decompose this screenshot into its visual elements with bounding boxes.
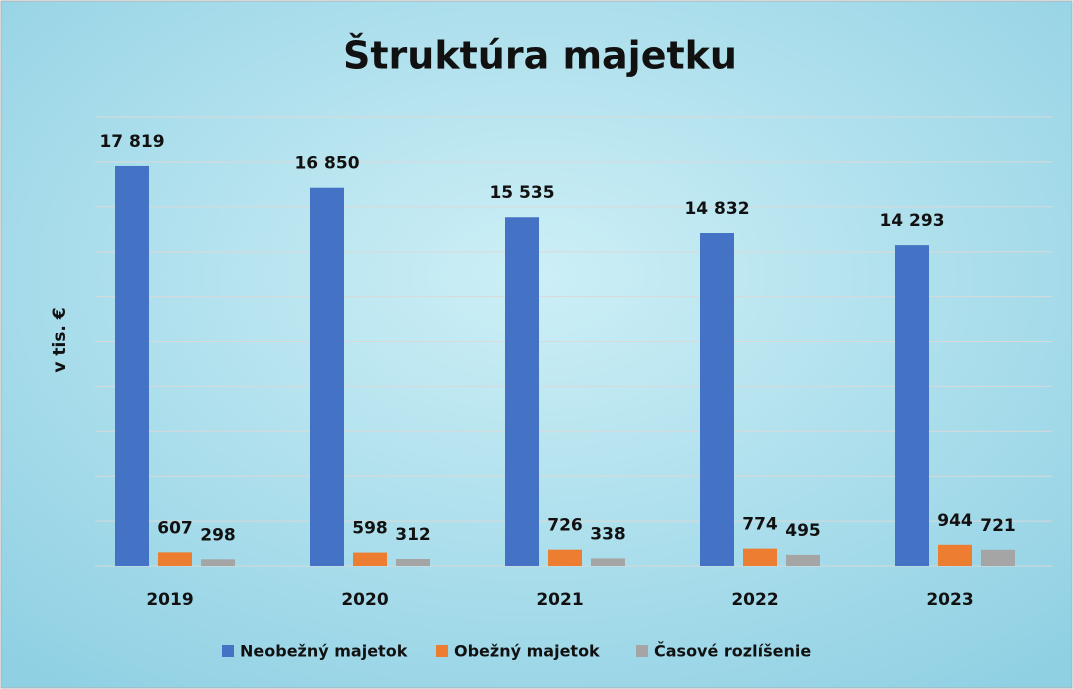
bar <box>938 544 972 566</box>
legend-swatch <box>636 645 648 657</box>
x-tick-label: 2020 <box>341 590 388 610</box>
data-label: 298 <box>200 525 236 545</box>
bar <box>505 217 539 566</box>
legend-label: Časové rozlíšenie <box>654 642 811 661</box>
bar <box>981 549 1015 566</box>
bar <box>700 233 734 566</box>
data-label: 16 850 <box>294 154 359 174</box>
bar <box>895 245 929 567</box>
bar <box>548 549 582 566</box>
data-label: 598 <box>352 519 388 539</box>
legend-label: Neobežný majetok <box>240 642 408 661</box>
bar <box>396 558 430 566</box>
x-tick-label: 2019 <box>146 590 193 610</box>
data-label: 726 <box>547 516 583 536</box>
data-label: 944 <box>937 511 973 531</box>
bar <box>743 548 777 566</box>
data-label: 495 <box>785 521 821 541</box>
legend-label: Obežný majetok <box>454 642 600 661</box>
data-label: 17 819 <box>99 132 164 152</box>
data-label: 774 <box>742 515 778 535</box>
bar <box>591 558 625 566</box>
data-label: 312 <box>395 525 431 545</box>
bar <box>353 552 387 566</box>
legend-swatch <box>436 645 448 657</box>
data-label: 607 <box>157 518 193 538</box>
legend-swatch <box>222 645 234 657</box>
bar <box>786 554 820 566</box>
bar <box>201 559 235 566</box>
data-label: 338 <box>590 524 626 544</box>
bar <box>310 187 344 566</box>
data-label: 721 <box>980 516 1016 536</box>
data-label: 14 832 <box>684 199 749 219</box>
bar <box>158 552 192 566</box>
x-tick-label: 2021 <box>536 590 583 610</box>
x-tick-label: 2023 <box>926 590 973 610</box>
data-label: 14 293 <box>879 211 944 231</box>
bar <box>115 165 149 567</box>
chart-title: Štruktúra majetku <box>343 34 737 78</box>
y-axis-label: v tis. € <box>50 307 70 372</box>
data-label: 15 535 <box>489 183 554 203</box>
x-tick-label: 2022 <box>731 590 778 610</box>
